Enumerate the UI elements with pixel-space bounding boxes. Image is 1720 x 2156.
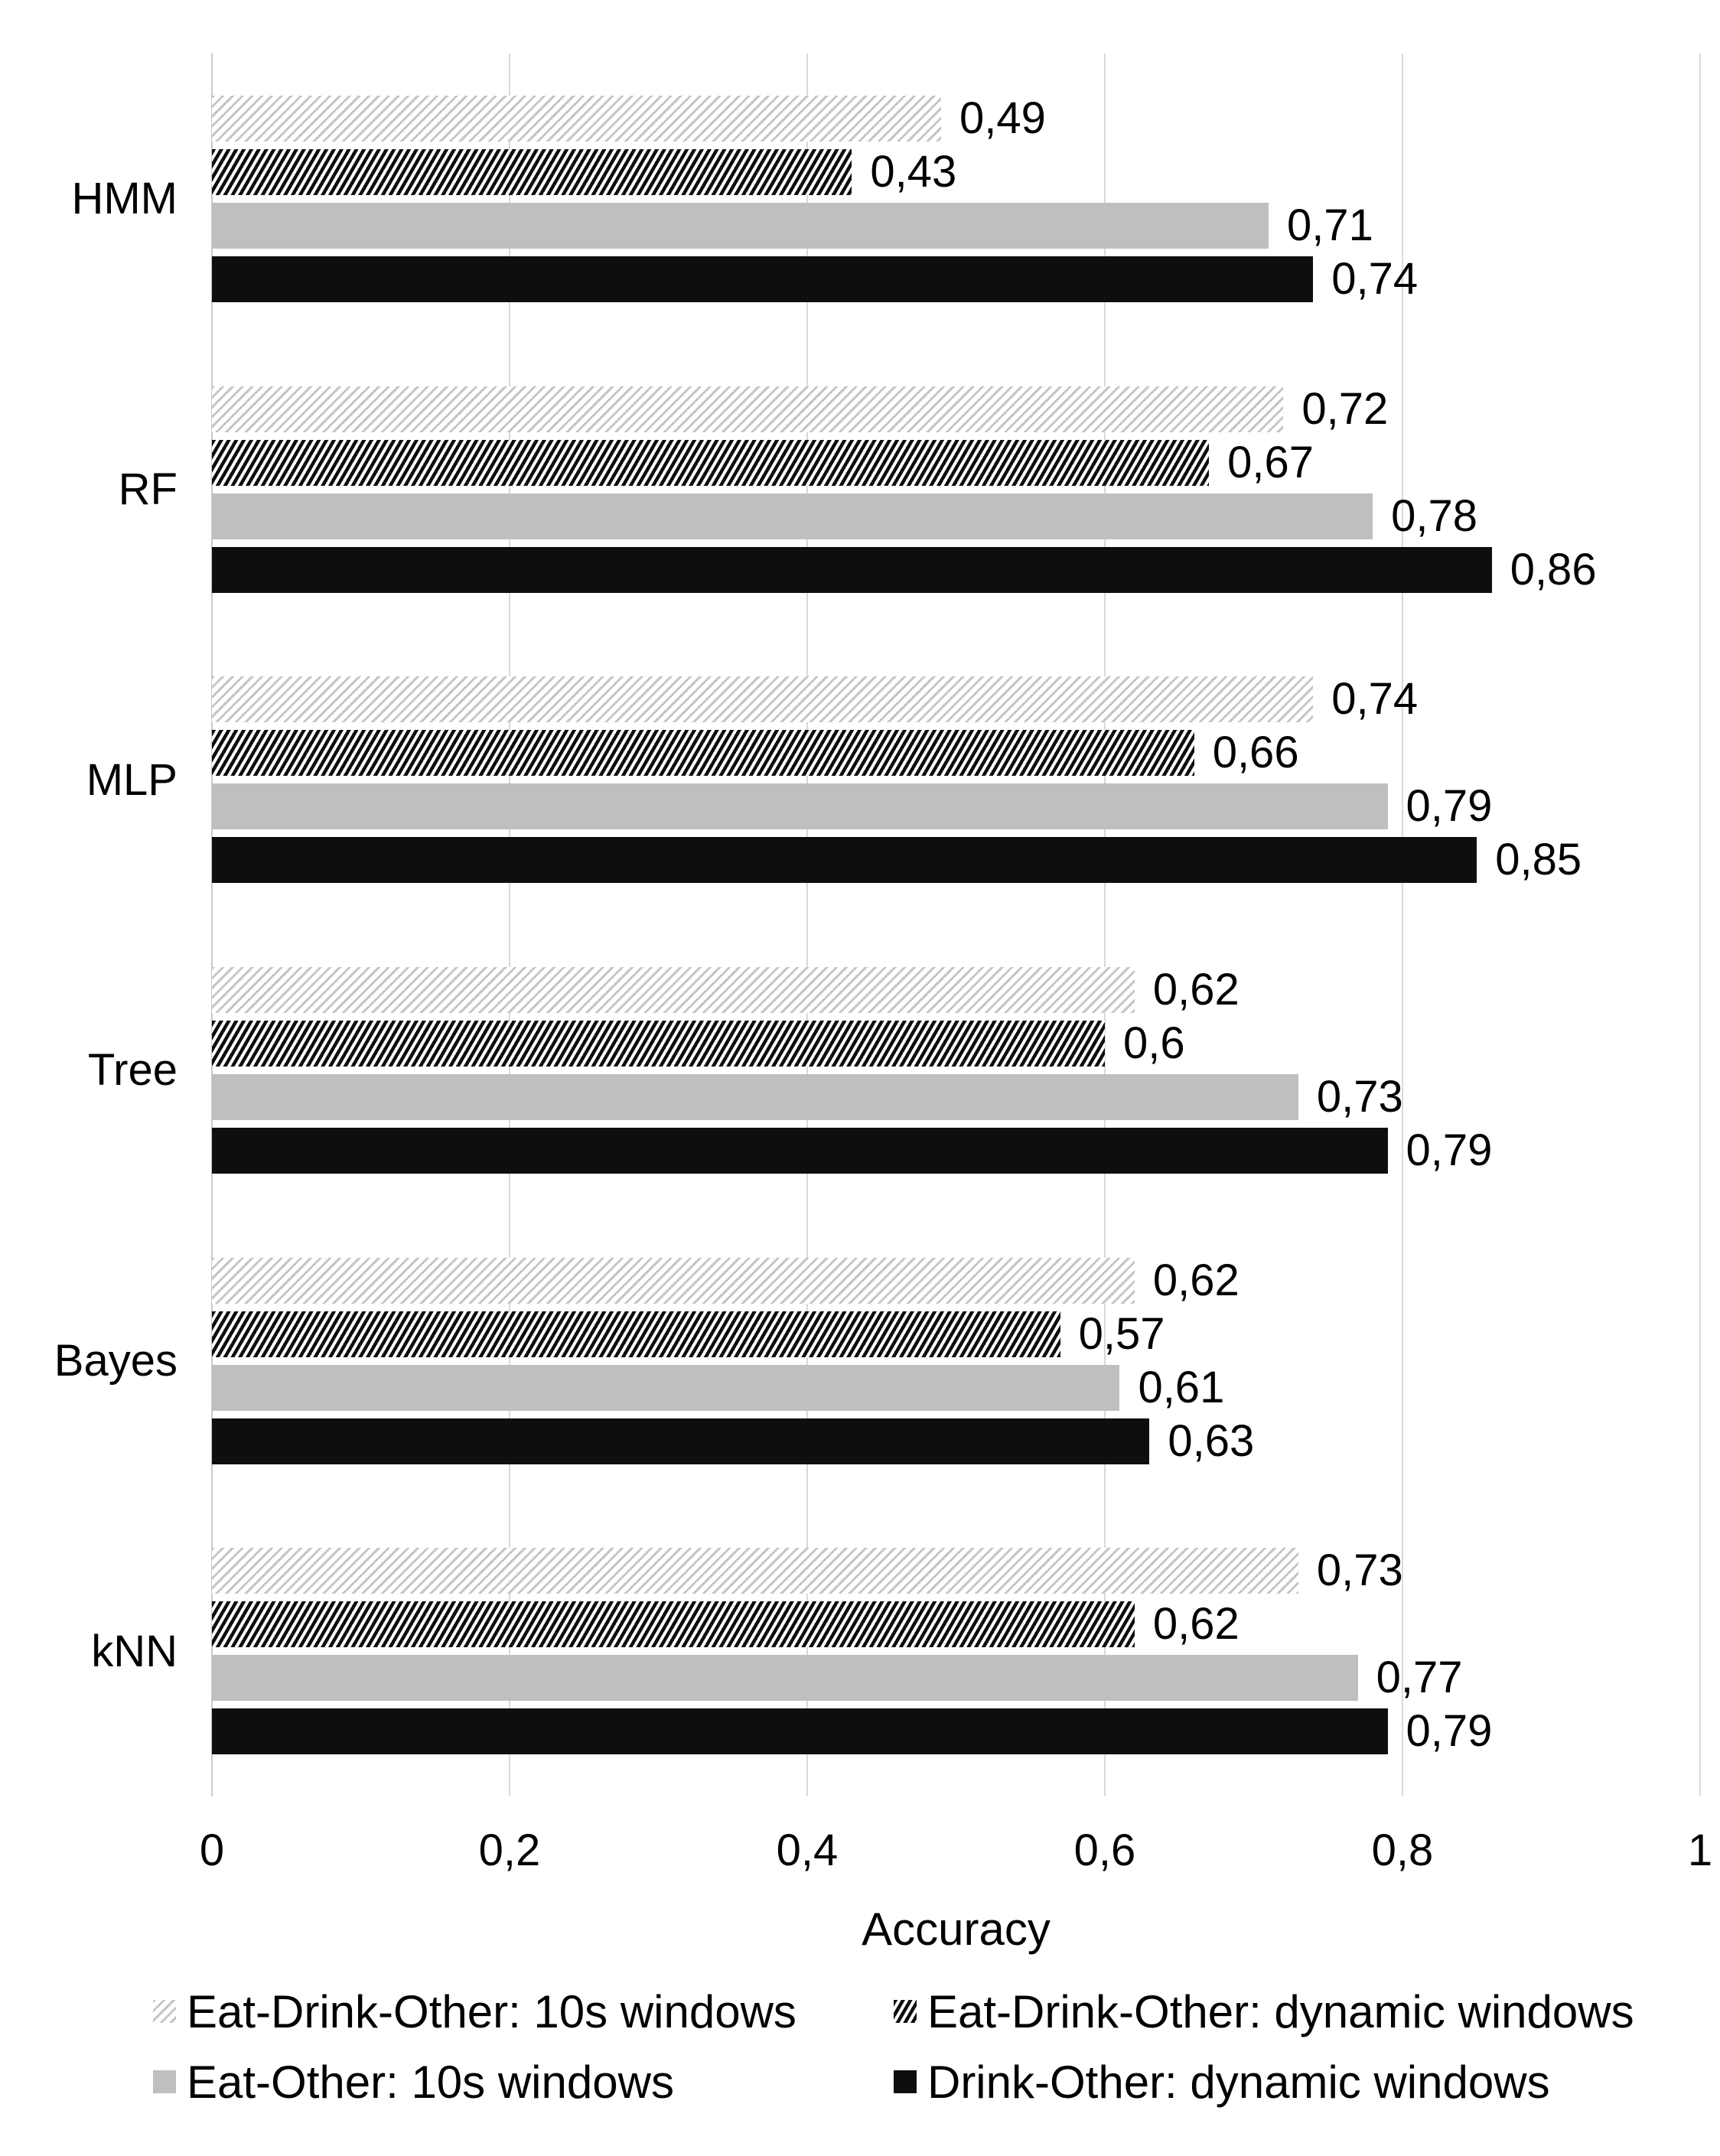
legend-swatch-solid-black <box>894 2070 917 2093</box>
legend-label: Drink-Other: dynamic windows <box>927 2056 1550 2108</box>
bar-bayes-eat-other-10s-windows <box>212 1364 1120 1411</box>
value-label-hmm-drink-other-dynamic-windows: 0,74 <box>1331 254 1419 304</box>
bar-knn-eat-drink-other-10s-windows <box>212 1548 1298 1594</box>
gridline-0,2 <box>509 54 510 1796</box>
bar-tree-eat-other-10s-windows <box>212 1074 1298 1120</box>
legend-item-eat-other-10s-windows: Eat-Other: 10s windows <box>153 2056 674 2108</box>
legend-label: Eat-Drink-Other: 10s windows <box>187 1985 796 2037</box>
legend-swatch-light-gray-diagonal-hatch <box>153 2000 176 2023</box>
gridline-0,8 <box>1402 54 1403 1796</box>
category-label-mlp: MLP <box>86 754 178 805</box>
bar-hmm-drink-other-dynamic-windows <box>212 256 1314 302</box>
x-tick-label-0,4: 0,4 <box>776 1825 839 1875</box>
value-label-hmm-eat-other-10s-windows: 0,71 <box>1286 200 1373 250</box>
category-label-rf: RF <box>118 464 178 514</box>
legend-swatch-black-diagonal-hatch <box>894 2000 917 2023</box>
value-label-knn-eat-drink-other-10s-windows: 0,73 <box>1316 1545 1403 1596</box>
value-label-bayes-eat-other-10s-windows: 0,61 <box>1138 1362 1225 1412</box>
bar-hmm-eat-other-10s-windows <box>212 203 1269 249</box>
bar-hmm-eat-drink-other-dynamic-windows <box>212 149 852 195</box>
category-label-tree: Tree <box>87 1045 178 1096</box>
value-label-rf-eat-other-10s-windows: 0,78 <box>1391 490 1477 541</box>
value-label-knn-drink-other-dynamic-windows: 0,79 <box>1406 1706 1493 1757</box>
bar-group-mlp: 0,74 0,66 0,79 0,85 <box>212 634 1700 925</box>
bar-group-bayes: 0,62 0,57 0,61 0,63 <box>212 1216 1700 1506</box>
bar-mlp-eat-drink-other-dynamic-windows <box>212 730 1194 777</box>
category-label-hmm: HMM <box>71 174 178 224</box>
legend-item-drink-other-dynamic-windows: Drink-Other: dynamic windows <box>894 2056 1550 2108</box>
bar-group-tree: 0,62 0,6 0,73 0,79 <box>212 925 1700 1216</box>
bar-bayes-drink-other-dynamic-windows <box>212 1418 1150 1464</box>
bar-group-rf: 0,72 0,67 0,78 0,86 <box>212 344 1700 635</box>
category-label-bayes: Bayes <box>54 1335 178 1386</box>
value-label-rf-drink-other-dynamic-windows: 0,86 <box>1510 544 1597 594</box>
value-label-rf-eat-drink-other-dynamic-windows: 0,67 <box>1227 437 1314 487</box>
value-label-hmm-eat-drink-other-dynamic-windows: 0,43 <box>870 147 957 197</box>
value-label-hmm-eat-drink-other-10s-windows: 0,49 <box>959 93 1046 143</box>
value-label-rf-eat-drink-other-10s-windows: 0,72 <box>1301 383 1389 434</box>
value-label-tree-drink-other-dynamic-windows: 0,79 <box>1406 1125 1493 1175</box>
x-tick-label-0: 0 <box>199 1825 225 1875</box>
plot-area: 0,49 0,43 0,71 0,74 0,72 0,67 0,78 0,86 0,74 0,66… <box>211 54 1701 1796</box>
y-axis-line <box>211 54 213 1796</box>
value-label-mlp-eat-drink-other-dynamic-windows: 0,66 <box>1212 728 1299 778</box>
gridline-0,4 <box>806 54 808 1796</box>
legend-label: Eat-Other: 10s windows <box>187 2056 674 2108</box>
bar-bayes-eat-drink-other-10s-windows <box>212 1257 1135 1304</box>
value-label-mlp-eat-drink-other-10s-windows: 0,74 <box>1331 674 1419 725</box>
legend-label: Eat-Drink-Other: dynamic windows <box>927 1985 1634 2037</box>
value-label-bayes-eat-drink-other-dynamic-windows: 0,57 <box>1078 1308 1165 1359</box>
value-label-tree-eat-other-10s-windows: 0,73 <box>1316 1072 1403 1122</box>
value-label-tree-eat-drink-other-10s-windows: 0,62 <box>1152 965 1240 1014</box>
x-tick-label-1: 1 <box>1687 1825 1713 1875</box>
legend-item-eat-drink-other-dynamic-windows: Eat-Drink-Other: dynamic windows <box>894 1986 1634 2037</box>
x-tick-label-0,2: 0,2 <box>478 1825 541 1875</box>
bar-mlp-eat-other-10s-windows <box>212 783 1388 830</box>
value-label-mlp-drink-other-dynamic-windows: 0,85 <box>1495 835 1582 885</box>
gridline-1 <box>1699 54 1701 1796</box>
bar-knn-drink-other-dynamic-windows <box>212 1708 1388 1755</box>
bar-rf-drink-other-dynamic-windows <box>212 546 1492 593</box>
bar-mlp-eat-drink-other-10s-windows <box>212 676 1314 723</box>
gridline-0,6 <box>1104 54 1106 1796</box>
bar-tree-eat-drink-other-dynamic-windows <box>212 1021 1105 1067</box>
bar-group-hmm: 0,49 0,43 0,71 0,74 <box>212 54 1700 344</box>
bar-rf-eat-other-10s-windows <box>212 493 1373 539</box>
bar-group-knn: 0,73 0,62 0,77 0,79 <box>212 1506 1700 1796</box>
value-label-knn-eat-other-10s-windows: 0,77 <box>1376 1653 1463 1703</box>
value-label-knn-eat-drink-other-dynamic-windows: 0,62 <box>1152 1599 1240 1650</box>
bar-tree-eat-drink-other-10s-windows <box>212 967 1135 1013</box>
legend-swatch-solid-gray <box>153 2070 176 2093</box>
x-tick-label-0,6: 0,6 <box>1073 1825 1136 1875</box>
bar-knn-eat-drink-other-dynamic-windows <box>212 1601 1135 1648</box>
value-label-mlp-eat-other-10s-windows: 0,79 <box>1406 781 1493 832</box>
value-label-bayes-eat-drink-other-10s-windows: 0,62 <box>1152 1255 1240 1305</box>
bar-tree-drink-other-dynamic-windows <box>212 1128 1388 1174</box>
bar-mlp-drink-other-dynamic-windows <box>212 837 1477 884</box>
bar-rf-eat-drink-other-dynamic-windows <box>212 439 1210 486</box>
legend-item-eat-drink-other-10s-windows: Eat-Drink-Other: 10s windows <box>153 1986 796 2037</box>
bar-hmm-eat-drink-other-10s-windows <box>212 96 942 142</box>
bar-rf-eat-drink-other-10s-windows <box>212 386 1284 432</box>
value-label-bayes-drink-other-dynamic-windows: 0,63 <box>1168 1415 1255 1466</box>
category-label-knn: kNN <box>91 1626 178 1676</box>
bar-bayes-eat-drink-other-dynamic-windows <box>212 1311 1060 1357</box>
x-tick-label-0,8: 0,8 <box>1371 1825 1434 1875</box>
value-label-tree-eat-drink-other-dynamic-windows: 0,6 <box>1123 1018 1185 1068</box>
x-axis-title: Accuracy <box>862 1904 1051 1955</box>
bar-knn-eat-other-10s-windows <box>212 1655 1358 1702</box>
